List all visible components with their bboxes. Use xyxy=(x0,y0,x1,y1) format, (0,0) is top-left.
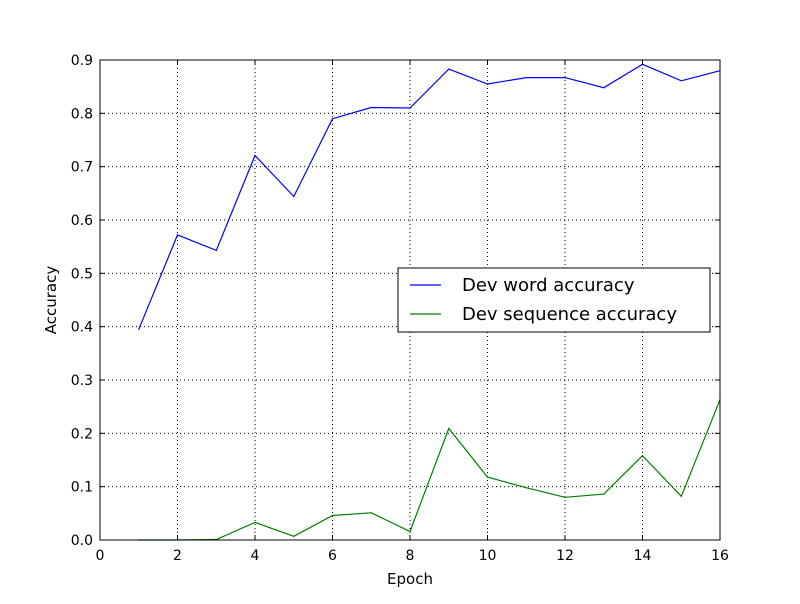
legend-label: Dev word accuracy xyxy=(462,275,635,296)
data-point xyxy=(641,455,644,457)
data-point xyxy=(564,496,566,498)
data-point xyxy=(254,154,256,157)
y-tick-label: 0.4 xyxy=(71,320,93,336)
data-point xyxy=(254,521,256,524)
x-tick-label: 6 xyxy=(328,548,337,564)
data-point xyxy=(486,83,489,85)
data-point xyxy=(564,77,566,79)
y-tick-label: 0.5 xyxy=(71,266,93,282)
y-tick-label: 0.2 xyxy=(71,426,93,442)
data-point xyxy=(603,87,605,89)
y-tick-label: 0.6 xyxy=(71,213,93,229)
series-line-dev-sequence-accuracy xyxy=(138,399,721,541)
data-point xyxy=(215,249,217,251)
x-tick-label: 10 xyxy=(479,548,497,564)
data-point xyxy=(680,80,682,82)
data-point xyxy=(293,535,295,537)
data-point xyxy=(370,106,372,109)
data-point xyxy=(603,493,605,495)
data-point xyxy=(138,328,140,330)
data-point xyxy=(176,234,179,236)
data-point xyxy=(293,195,295,198)
x-tick-label: 16 xyxy=(711,548,729,564)
y-tick-label: 0.0 xyxy=(71,533,93,549)
x-tick-label: 14 xyxy=(634,548,652,564)
x-axis-label: Epoch xyxy=(387,570,433,588)
x-tick-label: 0 xyxy=(96,548,105,564)
y-tick-label: 0.3 xyxy=(71,373,93,389)
legend-box xyxy=(397,267,711,333)
x-tick-label: 4 xyxy=(251,548,260,564)
y-tick-label: 0.9 xyxy=(71,53,93,69)
legend-label: Dev sequence accuracy xyxy=(462,304,677,325)
data-point xyxy=(525,487,527,489)
data-point xyxy=(370,512,372,514)
data-point xyxy=(525,77,527,79)
y-tick-label: 0.1 xyxy=(71,480,93,496)
x-tick-label: 12 xyxy=(556,548,574,564)
data-point xyxy=(409,530,411,533)
y-axis-label: Accuracy xyxy=(42,266,60,335)
y-tick-label: 0.7 xyxy=(71,160,93,176)
x-tick-label: 8 xyxy=(406,548,415,564)
data-point xyxy=(448,68,450,70)
data-point xyxy=(680,495,682,497)
data-point xyxy=(448,427,450,430)
series-line-dev-word-accuracy xyxy=(138,63,721,330)
legend: Dev word accuracy Dev sequence accuracy xyxy=(397,267,711,333)
data-point xyxy=(409,107,411,109)
y-tick-label: 0.8 xyxy=(71,106,93,122)
data-point xyxy=(331,118,334,120)
data-point xyxy=(486,476,489,478)
x-tick-label: 2 xyxy=(173,548,182,564)
data-point xyxy=(331,514,334,517)
